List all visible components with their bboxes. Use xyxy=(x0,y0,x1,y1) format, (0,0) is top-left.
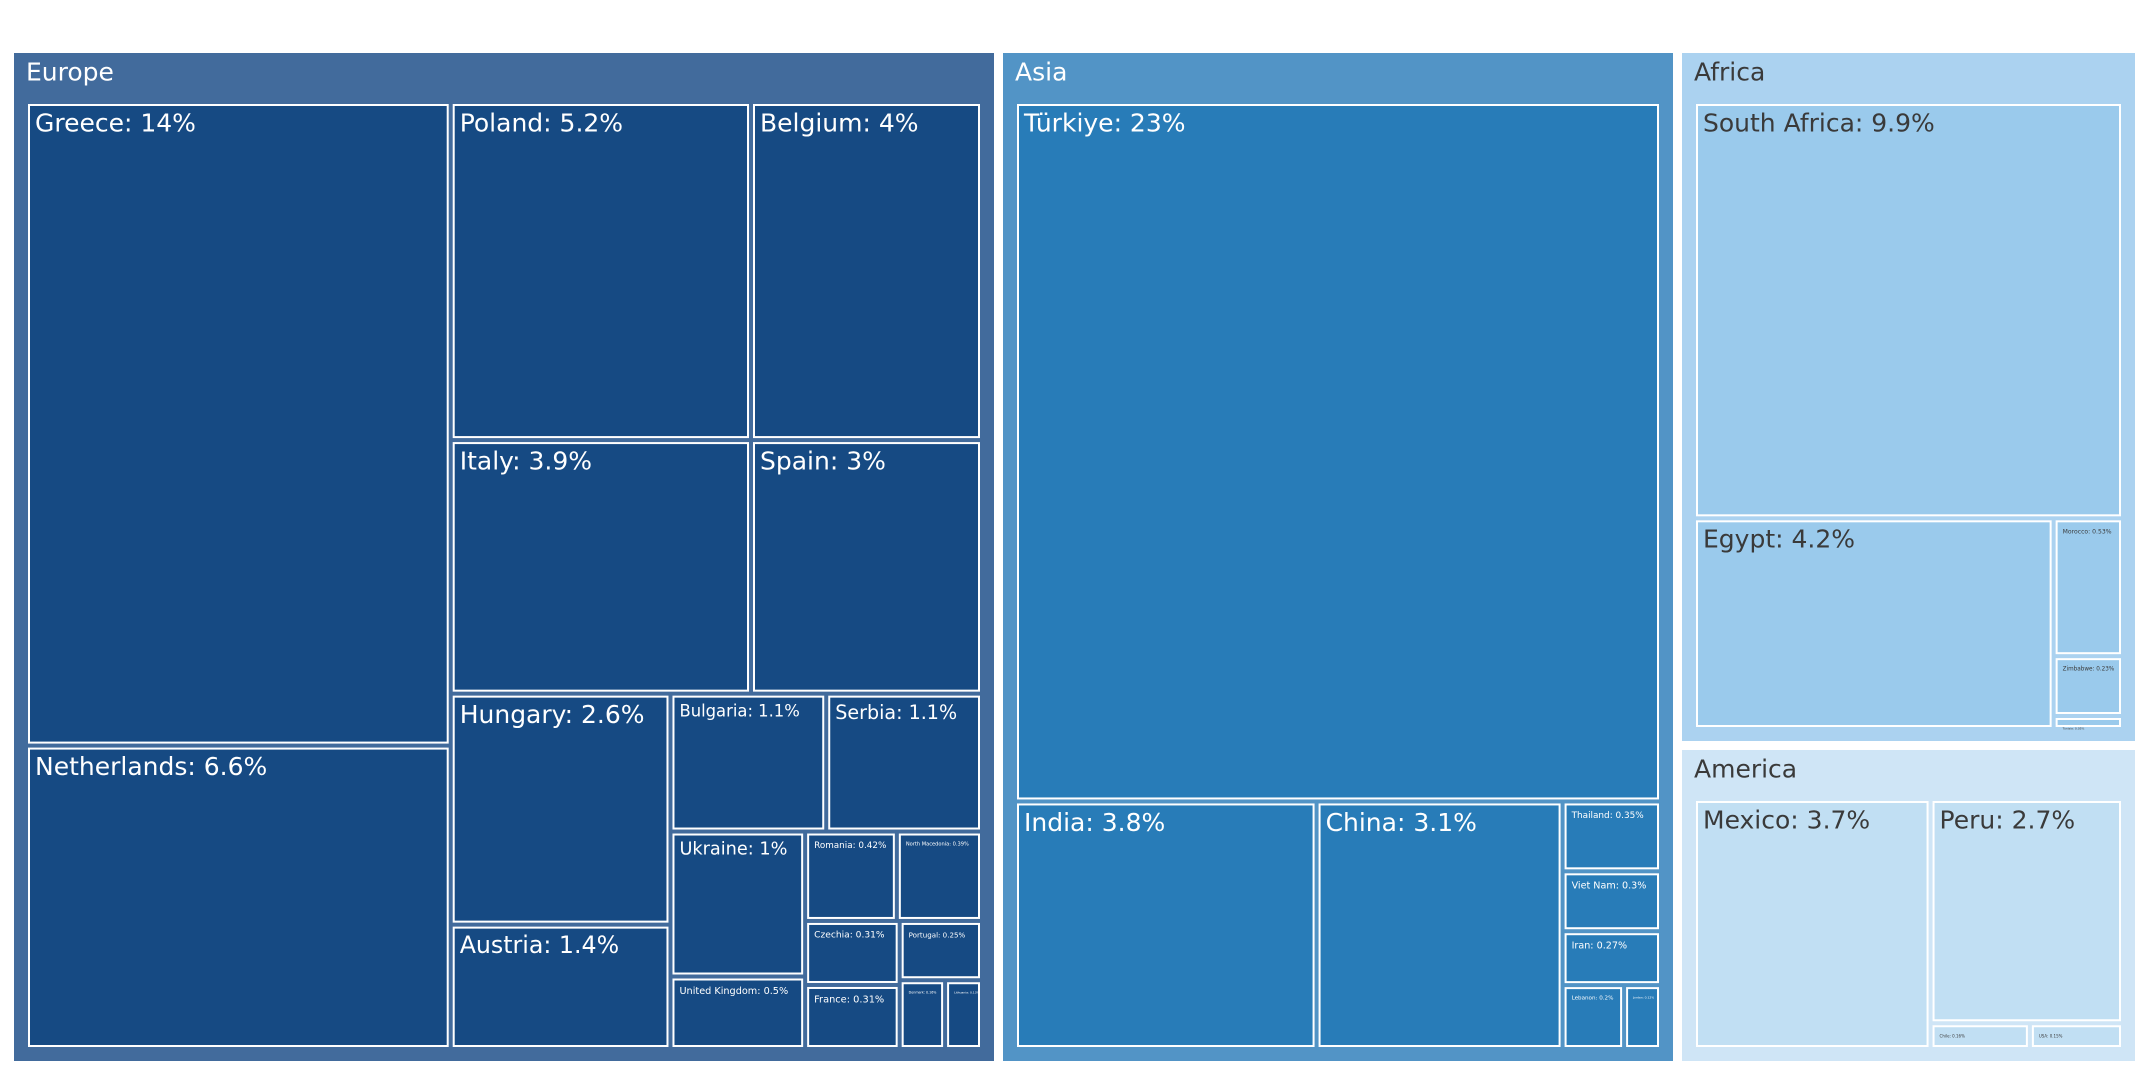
group-label-africa: Africa xyxy=(1694,57,1765,86)
tile-spain xyxy=(753,442,980,692)
tile-hungary xyxy=(452,695,669,923)
tile-label-romania: Romania: 0.42% xyxy=(814,841,886,851)
tile-portugal xyxy=(901,922,980,979)
tile-label-austria: Austria: 1.4% xyxy=(460,931,619,959)
tile-label-belgium: Belgium: 4% xyxy=(760,108,919,137)
tile-zimbabwe xyxy=(2055,658,2121,714)
tile-italy xyxy=(452,442,750,692)
tile-mexico xyxy=(1696,801,1929,1047)
tile-egypt xyxy=(1696,520,2052,728)
tile-label-south-africa: South Africa: 9.9% xyxy=(1703,108,1935,137)
tile-denmark xyxy=(901,982,944,1047)
tile-ukraine xyxy=(672,833,804,975)
tile-label-serbia: Serbia: 1.1% xyxy=(835,701,957,724)
group-label-europe: Europe xyxy=(26,57,114,86)
tile-netherlands xyxy=(28,747,449,1047)
tile-label-poland: Poland: 5.2% xyxy=(460,108,623,137)
tile-lithuania xyxy=(947,982,980,1047)
tile-label-ukraine: Ukraine: 1% xyxy=(679,840,787,860)
tile-label-morocco: Morocco: 0.53% xyxy=(2063,528,2112,535)
tile-label-jordan: Jordan: 0.12% xyxy=(1632,996,1654,1000)
tile-label-egypt: Egypt: 4.2% xyxy=(1703,525,1855,554)
group-africa: Africa South Africa: 9.9% Egypt: 4.2% Moroc… xyxy=(1682,53,2135,741)
tile-label-italy: Italy: 3.9% xyxy=(460,446,592,475)
tile-label-usa: USA: 0.15% xyxy=(2039,1033,2063,1038)
tile-label-netherlands: Netherlands: 6.6% xyxy=(35,752,267,781)
tile-label-lebanon: Lebanon: 0.2% xyxy=(1572,995,1614,1001)
tile-chile xyxy=(1932,1025,2028,1047)
tile-poland xyxy=(452,104,750,439)
tile-label-viet-nam: Viet Nam: 0.3% xyxy=(1572,881,1647,892)
group-america: America Mexico: 3.7% Peru: 2.7% Chile: 0.16… xyxy=(1682,750,2135,1061)
tile-label-india: India: 3.8% xyxy=(1024,808,1165,837)
tile-greece xyxy=(28,104,449,744)
group-label-asia: Asia xyxy=(1015,57,1067,86)
tile-label-tunisia: Tunisia: 0.05% xyxy=(2062,726,2085,730)
tile-india xyxy=(1017,803,1315,1048)
tile-austria xyxy=(452,926,669,1047)
tile-label-hungary: Hungary: 2.6% xyxy=(460,700,645,729)
tile-viet-nam xyxy=(1564,873,1660,930)
tile-czechia xyxy=(807,922,898,983)
tile-romania xyxy=(807,833,895,919)
tile-serbia xyxy=(828,695,981,830)
tile-belgium xyxy=(753,104,980,439)
tile-thailand xyxy=(1564,803,1660,870)
tile-united-kingdom xyxy=(672,978,804,1047)
tile-label-czechia: Czechia: 0.31% xyxy=(814,931,885,941)
group-asia: Asia Türkiye: 23% India: 3.8% China: 3.1% Th… xyxy=(1003,53,1673,1061)
tile-label-lithuania: Lithuania: 0.13% xyxy=(954,991,980,995)
tile-lebanon xyxy=(1564,987,1623,1048)
tile-label-france: France: 0.31% xyxy=(814,994,884,1005)
tile-tunisia xyxy=(2055,717,2121,728)
tile-label-chile: Chile: 0.16% xyxy=(1940,1033,1966,1038)
tile-label-thailand: Thailand: 0.35% xyxy=(1571,811,1644,821)
tile-china xyxy=(1318,803,1561,1048)
tile-jordan xyxy=(1626,987,1659,1048)
tile-label-iran: Iran: 0.27% xyxy=(1572,941,1628,952)
tile-label-mexico: Mexico: 3.7% xyxy=(1703,805,1870,834)
tile-peru xyxy=(1932,801,2121,1022)
tile-label-north-macedonia: North Macedonia: 0.39% xyxy=(906,842,969,848)
tile-label-greece: Greece: 14% xyxy=(35,108,196,137)
tile-morocco xyxy=(2055,520,2121,655)
tile-label-zimbabwe: Zimbabwe: 0.23% xyxy=(2063,666,2115,672)
tile-north-macedonia xyxy=(898,833,980,919)
tile-label-china: China: 3.1% xyxy=(1326,808,1477,837)
tile-label-t-rkiye: Türkiye: 23% xyxy=(1023,108,1186,137)
group-europe: Europe Greece: 14% Netherlands: 6.6% Poland… xyxy=(14,53,994,1061)
tile-usa xyxy=(2031,1025,2121,1047)
tile-france xyxy=(807,986,898,1048)
tile-label-bulgaria: Bulgaria: 1.1% xyxy=(679,702,799,721)
tile-label-peru: Peru: 2.7% xyxy=(1940,805,2076,834)
tile-t-rkiye xyxy=(1017,104,1659,800)
tile-label-united-kingdom: United Kingdom: 0.5% xyxy=(679,986,788,997)
tile-label-portugal: Portugal: 0.25% xyxy=(909,931,966,940)
group-label-america: America xyxy=(1694,754,1797,783)
tile-bulgaria xyxy=(672,695,825,830)
tile-iran xyxy=(1564,933,1660,984)
tile-label-spain: Spain: 3% xyxy=(760,446,886,475)
tile-south-africa xyxy=(1696,104,2121,517)
tile-label-denmark: Denmark: 0.16% xyxy=(909,991,937,995)
